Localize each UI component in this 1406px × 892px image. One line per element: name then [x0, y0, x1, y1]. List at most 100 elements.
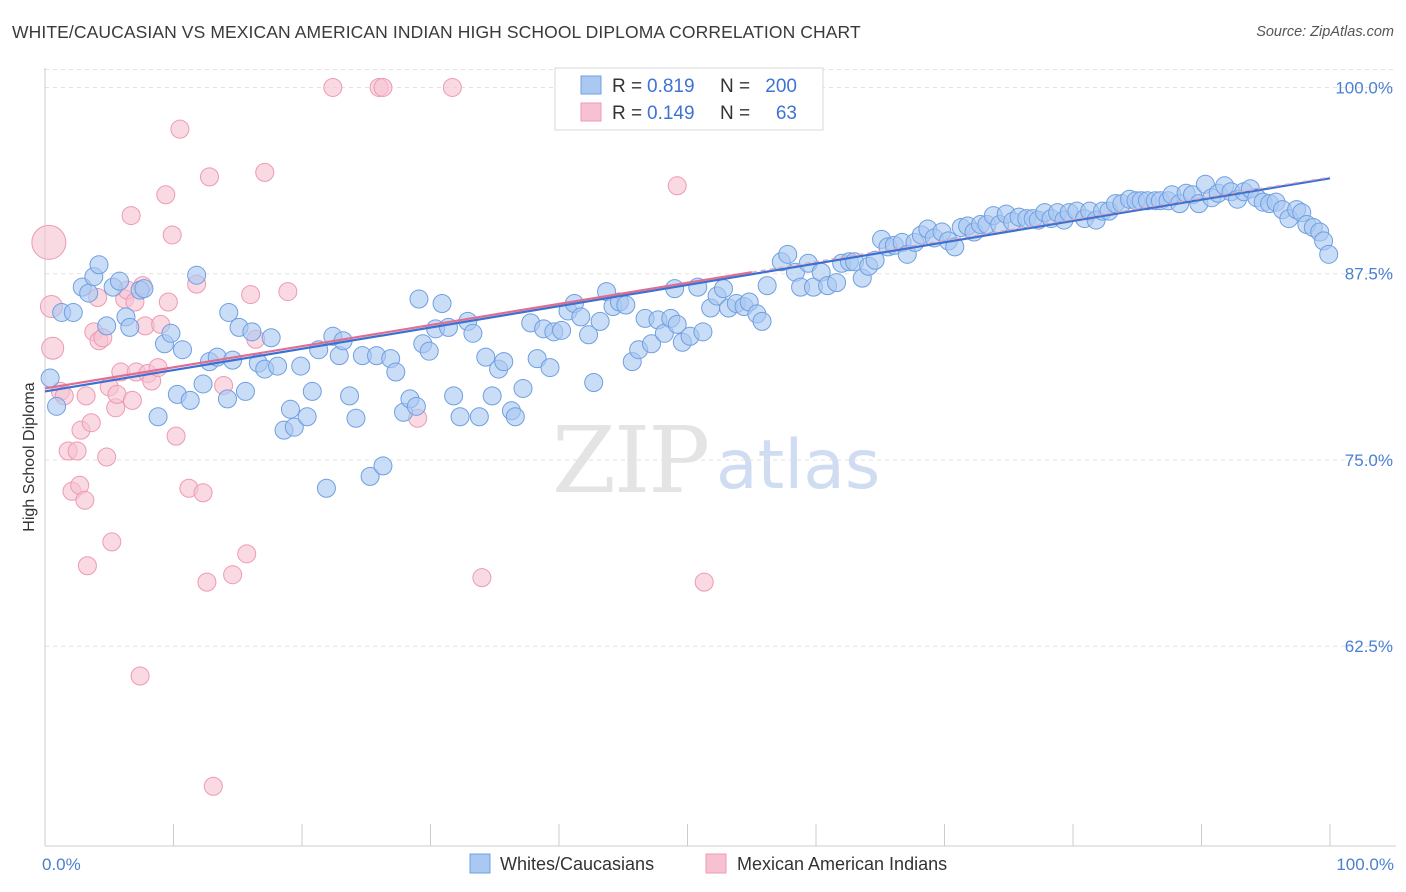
data-point — [442, 77, 462, 97]
legend-swatch-pink — [580, 102, 602, 122]
trend-line-whites — [44, 177, 1331, 393]
bottom-legend-label-mexican: Mexican American Indians — [737, 854, 947, 874]
legend-r-value-blue: 0.819 — [647, 76, 695, 97]
data-point — [148, 407, 168, 427]
data-point — [482, 386, 502, 406]
trend-line-mexican — [44, 271, 752, 390]
data-point — [121, 206, 141, 226]
data-point — [778, 244, 798, 264]
data-point — [713, 279, 733, 299]
data-point — [97, 447, 117, 467]
data-point — [552, 320, 572, 340]
data-point — [156, 185, 176, 205]
data-point — [237, 544, 257, 564]
data-point — [757, 276, 777, 296]
chart-title: WHITE/CAUCASIAN VS MEXICAN AMERICAN INDI… — [12, 22, 861, 42]
data-point — [199, 167, 219, 187]
data-point — [162, 225, 182, 245]
data-point — [161, 323, 181, 343]
watermark-atlas: atlas — [716, 426, 880, 505]
data-point — [166, 426, 186, 446]
data-point — [346, 408, 366, 428]
y-axis-label: High School Diploma — [21, 382, 38, 532]
data-point — [463, 323, 483, 343]
x-axis-ticks — [44, 824, 1331, 846]
data-point — [197, 572, 217, 592]
data-point — [41, 336, 65, 360]
data-point — [193, 483, 213, 503]
bottom-legend-swatch-blue — [469, 853, 491, 874]
data-point — [67, 441, 87, 461]
data-point — [63, 302, 83, 322]
data-point — [827, 273, 847, 293]
data-point — [134, 279, 154, 299]
legend-r-value-pink: 0.149 — [647, 103, 695, 124]
data-point — [540, 358, 560, 378]
data-point — [584, 372, 604, 392]
data-point — [255, 162, 275, 182]
data-point — [81, 413, 101, 433]
legend-n-label-pink: N = — [720, 103, 750, 124]
data-point — [472, 568, 492, 588]
data-point — [31, 224, 67, 260]
legend-n-value-pink: 63 — [776, 103, 797, 124]
data-point — [409, 289, 429, 309]
data-point — [47, 396, 67, 416]
data-point — [223, 565, 243, 585]
data-point — [77, 556, 97, 576]
legend-r-label-blue: R = — [612, 76, 642, 97]
source-label: Source: ZipAtlas.com — [1256, 24, 1394, 40]
y-tick-label: 75.0% — [1345, 451, 1393, 470]
data-point — [120, 317, 140, 337]
data-point — [110, 271, 130, 291]
data-point — [667, 314, 687, 334]
data-point — [694, 572, 714, 592]
data-point — [693, 322, 713, 342]
data-point — [75, 490, 95, 510]
data-point — [122, 390, 142, 410]
data-point — [571, 307, 591, 327]
legend-swatch-blue — [580, 75, 602, 95]
data-point — [752, 311, 772, 331]
data-point — [291, 356, 311, 376]
trend-line-mexican-extension — [751, 176, 1331, 273]
data-point — [444, 386, 464, 406]
data-point — [217, 389, 237, 409]
data-point — [235, 381, 255, 401]
data-point — [406, 396, 426, 416]
correlation-legend: R = 0.819 N = 200 R = 0.149 N = 63 — [554, 67, 824, 131]
data-point — [513, 378, 533, 398]
y-tick-label: 100.0% — [1335, 78, 1393, 97]
series-mexican-american-indians — [31, 77, 714, 796]
data-point — [241, 285, 261, 305]
data-point — [667, 176, 687, 196]
data-point — [469, 407, 489, 427]
data-point — [450, 407, 470, 427]
data-point — [865, 250, 885, 270]
data-point — [373, 77, 393, 97]
data-point — [494, 352, 514, 372]
data-point — [373, 456, 393, 476]
data-point — [419, 341, 439, 361]
data-point — [40, 368, 60, 388]
data-point — [579, 325, 599, 345]
data-point — [340, 386, 360, 406]
data-point — [180, 390, 200, 410]
data-point — [316, 478, 336, 498]
data-point — [102, 532, 122, 552]
data-point — [360, 466, 380, 486]
data-point — [386, 362, 406, 382]
data-point — [476, 347, 496, 367]
data-point — [297, 407, 317, 427]
data-point — [187, 265, 207, 285]
x-tick-label-min: 0.0% — [42, 855, 81, 874]
data-point — [505, 407, 525, 427]
data-point — [193, 374, 213, 394]
watermark-zip: ZIP — [552, 407, 708, 514]
data-point — [642, 334, 662, 354]
x-tick-label-max: 100.0% — [1336, 855, 1394, 874]
data-point — [261, 328, 281, 348]
data-point — [590, 311, 610, 331]
data-point — [170, 119, 190, 139]
